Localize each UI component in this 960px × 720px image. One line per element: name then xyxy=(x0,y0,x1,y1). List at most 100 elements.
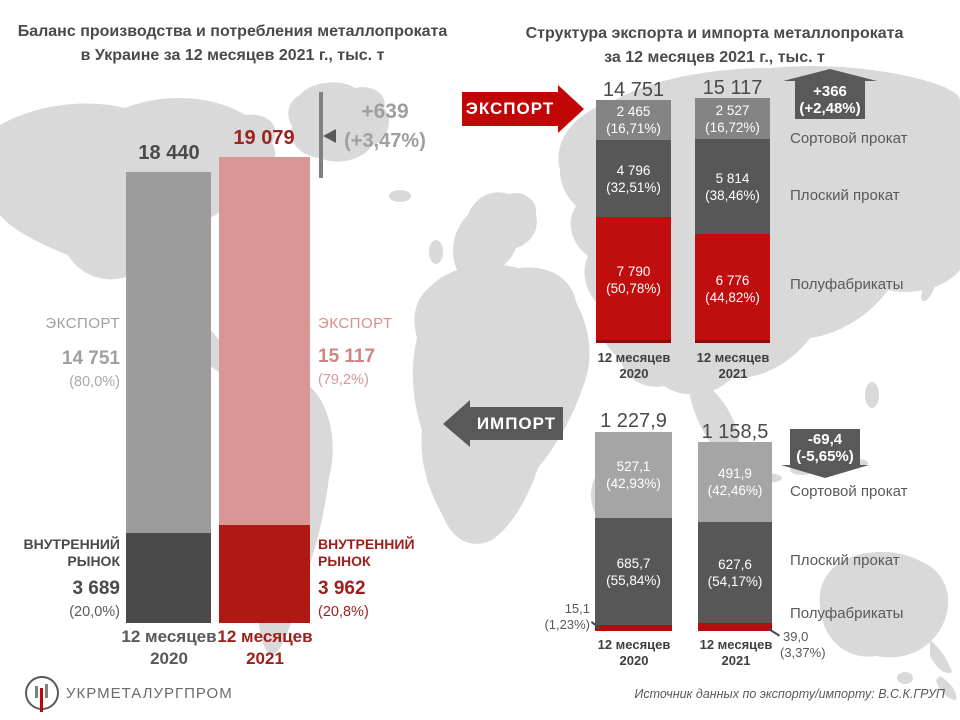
left-chart-title-line2: в Украине за 12 месяцев 2021 г., тыс. т xyxy=(80,47,385,64)
import-delta-value: -69,4 xyxy=(807,431,843,448)
balance-xlabel-2021-line2: 2021 xyxy=(246,649,284,668)
import-arrow-head-icon xyxy=(443,400,470,447)
balance-bar-2021 xyxy=(219,157,310,623)
domestic-label-2021-line2: РЫНОК xyxy=(318,553,371,569)
segment-pct: (16,71%) xyxy=(606,121,661,136)
logo-bar-left xyxy=(35,686,38,698)
import-delta-badge: -69,4 (-5,65%) xyxy=(790,429,860,467)
import-xlabel-2020-line1: 12 месяцев xyxy=(597,637,671,652)
export-2020-segment-ploskiy: 4 796 (32,51%) xyxy=(596,140,671,217)
segment-pct: (16,72%) xyxy=(705,119,760,135)
balance-2020-export-segment xyxy=(126,172,211,533)
import-callout-2021-pct: (3,37%) xyxy=(780,645,826,660)
export-total-2020: 14 751 xyxy=(602,79,665,101)
export-label-2020: ЭКСПОРТ xyxy=(45,315,120,332)
import-arrow: ИМПОРТ xyxy=(443,400,563,447)
segment-pct: (44,82%) xyxy=(705,289,760,305)
right-chart-title: Структура экспорта и импорта металлопрок… xyxy=(487,22,942,70)
balance-xlabel-2020-line1: 12 месяцев xyxy=(121,627,217,646)
balance-delta-value: +639 xyxy=(361,100,409,123)
segment-value: 527,1 xyxy=(616,459,651,474)
import-bar-2021: 491,9 (42,46%) 627,6 (54,17%) xyxy=(698,442,772,631)
domestic-value-2020: 3 689 xyxy=(72,578,120,599)
source-note: Источник данных по экспорту/импорту: В.С… xyxy=(634,687,945,701)
delta-marker-icon xyxy=(323,129,336,143)
import-delta-down-arrow-icon xyxy=(781,465,869,478)
export-category-sortovoy: Сортовой прокат xyxy=(790,130,908,147)
export-delta-up-arrow-icon xyxy=(783,69,877,81)
export-2020-segment-polufabrikaty: 7 790 (50,78%) xyxy=(596,217,671,343)
balance-2020-domestic-segment xyxy=(126,533,211,623)
export-bar-2020: 2 465 (16,71%) 4 796 (32,51%) 7 790 (50,… xyxy=(596,100,671,343)
export-xlabel-2020-line1: 12 месяцев xyxy=(597,350,671,365)
import-arrow-label: ИМПОРТ xyxy=(470,407,563,440)
export-delta-badge: +366 (+2,48%) xyxy=(795,81,865,119)
domestic-label-2021-line1: ВНУТРЕННИЙ xyxy=(318,536,415,552)
left-chart-title: Баланс производства и потребления металл… xyxy=(5,20,460,68)
import-category-polufabrikaty: Полуфабрикаты xyxy=(790,605,904,622)
export-pct-2021: (79,2%) xyxy=(318,372,369,388)
export-bar-2021: 2 527 (16,72%) 5 814 (38,46%) 6 776 (44,… xyxy=(695,98,770,343)
import-total-2020: 1 227,9 xyxy=(600,410,667,432)
segment-pct: (55,84%) xyxy=(606,572,661,588)
right-chart-title-line1: Структура экспорта и импорта металлопрок… xyxy=(525,25,904,42)
logo-bar-right xyxy=(45,684,48,698)
segment-pct: (42,93%) xyxy=(606,476,661,491)
ukrmetalurgprom-logo-icon xyxy=(25,676,59,712)
export-2020-segment-sortovoy: 2 465 (16,71%) xyxy=(596,100,671,140)
segment-pct: (32,51%) xyxy=(606,179,661,195)
domestic-label-2021: ВНУТРЕННИЙ РЫНОК xyxy=(318,536,438,570)
export-label-2021: ЭКСПОРТ xyxy=(318,315,393,332)
export-category-ploskiy: Плоский прокат xyxy=(790,187,900,204)
export-2021-segment-sortovoy: 2 527 (16,72%) xyxy=(695,98,770,139)
segment-pct: (50,78%) xyxy=(606,281,661,296)
import-2020-segment-ploskiy: 685,7 (55,84%) xyxy=(595,518,672,625)
export-arrow-head-icon xyxy=(558,85,584,133)
import-bar-2020: 527,1 (42,93%) 685,7 (55,84%) xyxy=(595,432,672,631)
segment-pct: (38,46%) xyxy=(705,187,760,203)
export-xlabel-2020-line2: 2020 xyxy=(619,366,649,381)
balance-2021-export-segment xyxy=(219,157,310,525)
import-category-ploskiy: Плоский прокат xyxy=(790,552,900,569)
export-total-2021: 15 117 xyxy=(702,77,763,99)
domestic-label-2020-line2: РЫНОК xyxy=(67,553,120,569)
import-category-sortovoy: Сортовой прокат xyxy=(790,483,908,500)
segment-value: 7 790 xyxy=(616,264,651,279)
segment-value: 2 527 xyxy=(715,102,750,118)
domestic-label-2020-line1: ВНУТРЕННИЙ xyxy=(23,536,120,552)
logo-text: УКРМЕТАЛУРГПРОМ xyxy=(66,685,233,702)
segment-pct: (42,46%) xyxy=(707,483,763,498)
export-arrow-label: ЭКСПОРТ xyxy=(462,92,558,126)
import-total-2021: 1 158,5 xyxy=(701,421,769,443)
segment-value: 2 465 xyxy=(616,104,651,119)
segment-value: 6 776 xyxy=(715,272,750,288)
segment-value: 4 796 xyxy=(616,162,651,178)
balance-total-2021: 19 079 xyxy=(233,127,295,149)
import-2021-segment-polufabrikaty xyxy=(698,623,772,631)
export-delta-pct: (+2,48%) xyxy=(799,100,861,117)
segment-value: 685,7 xyxy=(616,555,651,571)
segment-value: 627,6 xyxy=(718,556,752,572)
export-arrow: ЭКСПОРТ xyxy=(462,85,584,133)
import-2020-segment-polufabrikaty xyxy=(595,625,672,631)
import-2020-segment-sortovoy: 527,1 (42,93%) xyxy=(595,432,672,518)
segment-value: 491,9 xyxy=(718,466,752,481)
domestic-pct-2021: (20,8%) xyxy=(318,604,369,620)
segment-pct: (54,17%) xyxy=(707,573,763,589)
export-pct-2020: (80,0%) xyxy=(69,374,120,390)
balance-xlabel-2021-line1: 12 месяцев xyxy=(217,627,313,646)
balance-xlabel-2020-line2: 2020 xyxy=(150,649,188,668)
balance-total-2020: 18 440 xyxy=(138,142,200,164)
export-2021-segment-polufabrikaty: 6 776 (44,82%) xyxy=(695,234,770,343)
export-xlabel-2021-line1: 12 месяцев xyxy=(696,350,770,365)
import-2021-segment-ploskiy: 627,6 (54,17%) xyxy=(698,522,772,623)
delta-divider-line xyxy=(319,92,323,178)
import-2021-segment-sortovoy: 491,9 (42,46%) xyxy=(698,442,772,522)
export-delta-value: +366 xyxy=(813,83,847,100)
domestic-label-2020: ВНУТРЕННИЙ РЫНОК xyxy=(8,536,120,570)
import-xlabel-2020-line2: 2020 xyxy=(619,653,649,668)
import-callout-2021-line xyxy=(767,628,781,637)
import-callout-2020-pct: (1,23%) xyxy=(544,617,590,632)
import-xlabel-2021-line1: 12 месяцев xyxy=(699,637,773,652)
